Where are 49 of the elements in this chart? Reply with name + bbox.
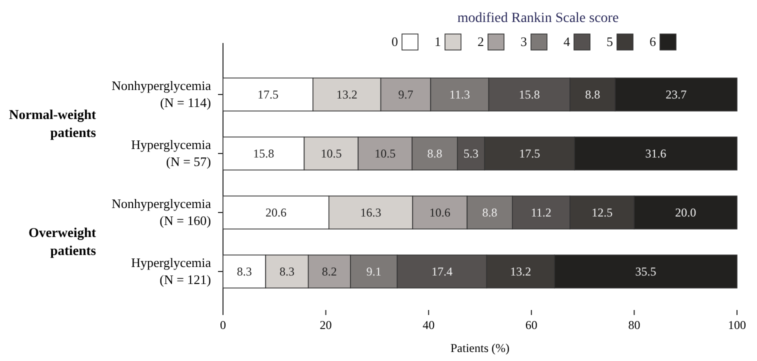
legend-label: 5 — [606, 34, 613, 49]
data-label: 10.5 — [320, 146, 342, 160]
data-label: 31.6 — [645, 146, 666, 160]
data-label: 13.2 — [510, 264, 532, 278]
data-label: 9.1 — [366, 264, 382, 278]
text: Overweight patients — [28, 225, 96, 258]
data-label: 16.3 — [360, 206, 382, 220]
legend-label: 4 — [564, 34, 570, 49]
legend-title: modified Rankin Scale score — [457, 11, 619, 26]
data-label: 10.6 — [429, 206, 450, 220]
y-tick-label: Hyperglycemia (N = 121) — [131, 255, 212, 287]
data-label: 17.4 — [431, 264, 452, 278]
x-tick-label: 0 — [220, 318, 226, 332]
x-tick-label: 100 — [728, 318, 746, 332]
data-label: 9.7 — [398, 88, 414, 102]
x-tick-label: 80 — [628, 318, 640, 332]
data-label: 8.8 — [482, 206, 498, 220]
data-label: 35.5 — [635, 264, 656, 278]
x-tick-label: 20 — [320, 318, 332, 332]
y-tick-label: Nonhyperglycemia (N = 160) — [112, 196, 212, 228]
data-label: 15.8 — [253, 146, 274, 160]
data-label: 8.2 — [322, 264, 337, 278]
x-tick-label: 40 — [422, 318, 435, 332]
legend-label: 2 — [478, 34, 484, 49]
data-label: 17.5 — [519, 146, 540, 160]
data-label: 8.8 — [427, 146, 442, 160]
x-tick-label: 60 — [525, 318, 538, 332]
data-label: 8.3 — [279, 264, 294, 278]
data-label: 20.6 — [265, 206, 286, 220]
data-label: 13.2 — [336, 88, 358, 102]
data-label: 10.5 — [374, 146, 396, 160]
legend-label: 3 — [520, 34, 527, 49]
data-label: 5.3 — [464, 146, 479, 160]
data-label: 8.3 — [236, 264, 252, 278]
data-label: 23.7 — [666, 88, 687, 102]
data-label: 12.5 — [592, 206, 613, 220]
legend-label: 0 — [392, 34, 398, 49]
data-label: 15.8 — [518, 88, 540, 102]
legend-label: 1 — [434, 34, 441, 49]
data-label: 8.8 — [585, 88, 600, 102]
data-label: 20.0 — [675, 206, 696, 220]
data-label: 17.5 — [257, 88, 278, 102]
y-tick-label: Hyperglycemia (N = 57) — [131, 137, 212, 169]
text: Normal-weight patients — [9, 107, 96, 140]
x-axis-title: Patients (%) — [450, 341, 510, 355]
y-tick-label: Nonhyperglycemia (N = 114) — [112, 78, 212, 110]
legend-label: 6 — [650, 34, 656, 49]
data-label: 11.2 — [530, 206, 552, 220]
data-label: 11.3 — [449, 88, 470, 102]
